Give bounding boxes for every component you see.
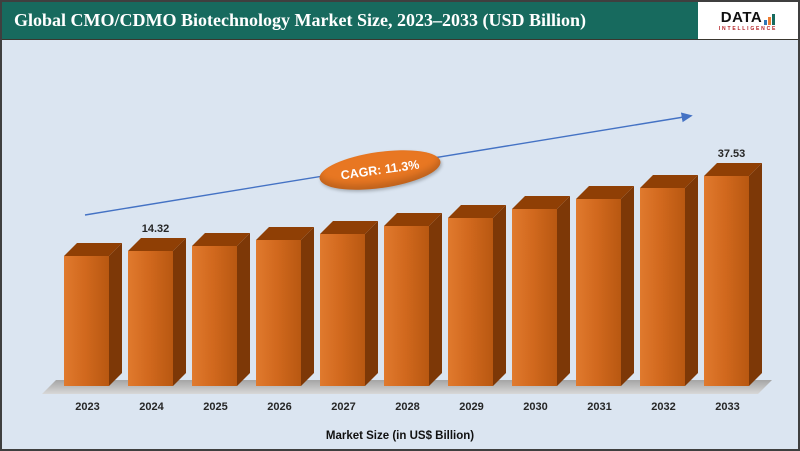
chart-header: Global CMO/CDMO Biotechnology Market Siz…	[2, 2, 798, 40]
bar-2031	[576, 186, 634, 386]
bar-2030	[512, 196, 570, 386]
bar-2024: 14.32	[128, 223, 186, 386]
x-tick-2026: 2026	[267, 401, 292, 413]
x-tick-2033: 2033	[715, 401, 740, 413]
x-tick-2028: 2028	[395, 401, 420, 413]
bar-2027	[320, 221, 378, 386]
bar-side-2029	[493, 205, 506, 386]
bar-side-2025	[237, 233, 250, 386]
bar-2032	[640, 175, 698, 386]
bar-front-2029	[448, 218, 493, 386]
x-tick-2025: 2025	[203, 401, 228, 413]
logo-text: DATA	[720, 8, 763, 26]
x-tick-2024: 2024	[139, 401, 164, 413]
bar-front-2027	[320, 234, 365, 386]
bar-2033: 37.53	[704, 148, 762, 386]
plot-area: 14.32 37.53 CAGR: 11.3% 2023 2024 2025 2026 2…	[2, 40, 798, 449]
x-tick-2027: 2027	[331, 401, 356, 413]
bar-front-2032	[640, 188, 685, 386]
bar-front-2024	[128, 251, 173, 386]
bar-side-2027	[365, 221, 378, 386]
logo-subtext: INTELLIGENCE	[718, 25, 778, 32]
bar-side-2026	[301, 227, 314, 386]
bar-2029	[448, 205, 506, 386]
chart-title: Global CMO/CDMO Biotechnology Market Siz…	[14, 10, 586, 30]
x-tick-2031: 2031	[587, 401, 612, 413]
brand-logo: DATA INTELLIGENCE	[698, 2, 798, 39]
bar-front-2023	[64, 256, 109, 386]
bar-front-2033	[704, 176, 749, 386]
bar-side-2033	[749, 163, 762, 386]
bar-side-2023	[109, 243, 122, 386]
bar-front-2025	[192, 246, 237, 386]
bar-side-2030	[557, 196, 570, 386]
bar-front-2031	[576, 199, 621, 386]
logo-row: DATA	[720, 8, 776, 26]
bar-front-2026	[256, 240, 301, 386]
bar-front-2028	[384, 226, 429, 386]
x-tick-2030: 2030	[523, 401, 548, 413]
bar-side-2031	[621, 186, 634, 386]
bar-side-2032	[685, 175, 698, 386]
bar-2023	[64, 243, 122, 386]
bar-2028	[384, 213, 442, 386]
bar-2026	[256, 227, 314, 386]
data-label-2024: 14.32	[141, 223, 170, 235]
bar-chart-icon	[764, 13, 776, 25]
bar-side-2024	[173, 238, 186, 386]
bar-front-2030	[512, 209, 557, 386]
x-tick-2023: 2023	[75, 401, 100, 413]
x-tick-2032: 2032	[651, 401, 676, 413]
bar-2025	[192, 233, 250, 386]
x-tick-2029: 2029	[459, 401, 484, 413]
x-axis-title: Market Size (in US$ Billion)	[325, 430, 475, 442]
data-label-2033: 37.53	[717, 148, 746, 160]
bar-side-2028	[429, 213, 442, 386]
